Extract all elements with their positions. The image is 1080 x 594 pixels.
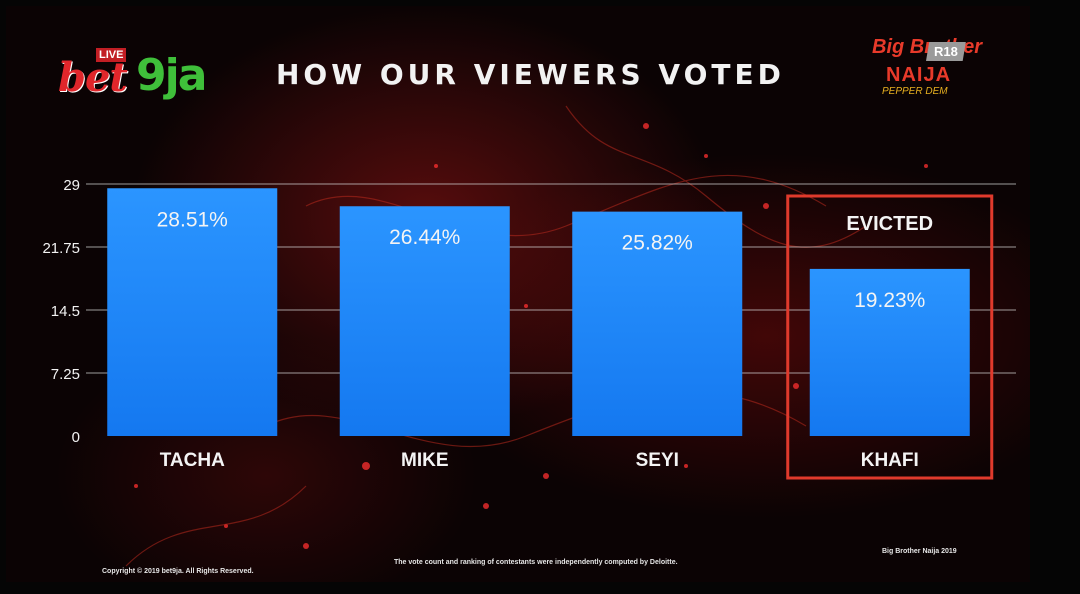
tv-screen: bet 9ja LIVE HOW OUR VIEWERS VOTED Big B… bbox=[6, 6, 1030, 582]
rating-badge: R18 bbox=[926, 42, 966, 61]
y-tick-label: 21.75 bbox=[42, 240, 80, 257]
evicted-box bbox=[786, 194, 994, 480]
big-brother-naija-logo: Big Brother NAIJA PEPPER DEM R18 bbox=[872, 36, 982, 97]
evicted-label: EVICTED bbox=[846, 213, 933, 235]
bar-khafi bbox=[809, 268, 970, 436]
y-axis: 29 21.75 14.5 7.25 0 bbox=[42, 177, 80, 446]
bet9ja-logo: bet 9ja LIVE bbox=[58, 48, 207, 101]
copyright-text: Copyright © 2019 bet9ja. All Rights Rese… bbox=[102, 568, 254, 575]
category-label: KHAFI bbox=[861, 450, 919, 471]
y-tick-label: 7.25 bbox=[51, 366, 80, 383]
disclaimer-text: The vote count and ranking of contestant… bbox=[394, 559, 678, 566]
y-tick-label: 29 bbox=[63, 177, 80, 194]
bar-chart: 29 21.75 14.5 7.25 0 EVICTED 28.51% TACHA 26.4… bbox=[42, 177, 1016, 480]
bar-mike bbox=[339, 206, 510, 436]
bar-seyi bbox=[572, 211, 743, 436]
category-label: MIKE bbox=[401, 450, 449, 471]
data-label: 28.51% bbox=[157, 208, 228, 231]
data-label: 25.82% bbox=[622, 232, 693, 255]
bar-tacha bbox=[107, 188, 278, 436]
credit-text: Big Brother Naija 2019 bbox=[882, 548, 957, 555]
category-label: SEYI bbox=[636, 450, 679, 471]
chart-title: HOW OUR VIEWERS VOTED bbox=[276, 58, 785, 91]
bars: 28.51% TACHA 26.44% MIKE 25.82% SEYI 19.23% KHA… bbox=[107, 188, 970, 471]
data-label: 26.44% bbox=[389, 226, 460, 249]
data-label: 19.23% bbox=[854, 289, 925, 312]
live-badge: LIVE bbox=[96, 48, 127, 62]
y-tick-label: 0 bbox=[72, 429, 80, 446]
y-tick-label: 14.5 bbox=[51, 303, 80, 320]
category-label: TACHA bbox=[160, 450, 225, 471]
evicted-highlight: EVICTED bbox=[786, 194, 994, 480]
